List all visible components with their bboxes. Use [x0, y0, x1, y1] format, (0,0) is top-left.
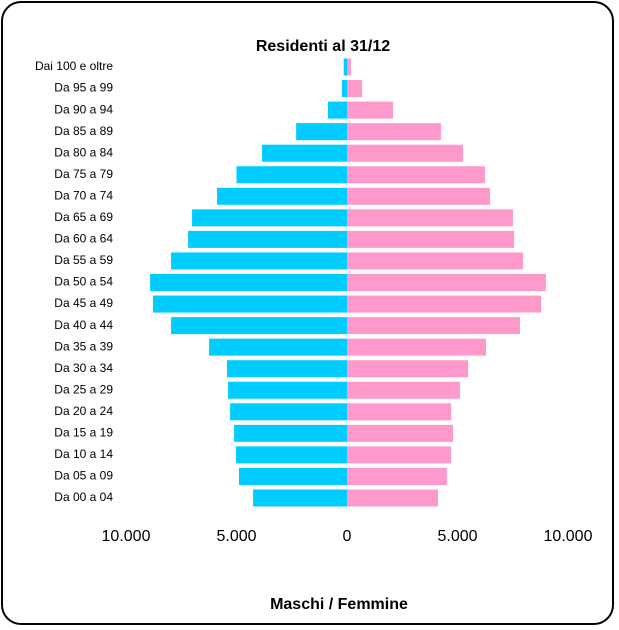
bar — [347, 101, 393, 119]
bar — [209, 338, 347, 356]
chart-title: Residenti al 31/12 — [256, 38, 390, 55]
y-tick-label: Da 45 a 49 — [54, 296, 113, 310]
bar — [347, 446, 452, 464]
y-tick-label: Da 10 a 14 — [54, 447, 113, 461]
y-tick-label: Da 30 a 34 — [54, 361, 113, 375]
bar — [347, 252, 523, 270]
bar — [343, 58, 347, 76]
y-tick-label: Da 55 a 59 — [54, 253, 113, 267]
bar — [152, 295, 347, 313]
y-tick-label: Da 70 a 74 — [54, 188, 113, 202]
bar — [230, 403, 347, 421]
y-tick-label: Da 60 a 64 — [54, 232, 113, 246]
bar — [347, 58, 351, 76]
bar — [253, 489, 347, 507]
bar — [347, 403, 452, 421]
y-tick-label: Da 25 a 29 — [54, 382, 113, 396]
bar — [347, 144, 464, 162]
bar — [188, 230, 347, 248]
bar — [171, 252, 347, 270]
bar — [236, 166, 347, 184]
bar — [226, 360, 347, 378]
x-tick-label: 10.000 — [102, 528, 151, 545]
bar — [347, 230, 515, 248]
y-tick-label: Da 75 a 79 — [54, 167, 113, 181]
bar — [217, 187, 347, 205]
bar — [347, 338, 487, 356]
y-tick-label: Da 95 a 99 — [54, 81, 113, 95]
bar — [347, 489, 439, 507]
y-tick-label: Da 20 a 24 — [54, 404, 113, 418]
x-tick-label: 5.000 — [216, 528, 256, 545]
bar — [347, 317, 521, 335]
bar — [347, 381, 460, 399]
bar — [347, 209, 513, 227]
y-tick-label: Da 50 a 54 — [54, 275, 113, 289]
bar — [261, 144, 347, 162]
bar — [347, 123, 441, 141]
y-tick-label: Da 05 a 09 — [54, 469, 113, 483]
bar — [296, 123, 347, 141]
y-tick-label: Da 35 a 39 — [54, 339, 113, 353]
y-tick-label: Da 40 a 44 — [54, 318, 113, 332]
bar — [347, 295, 542, 313]
x-tick-label: 10.000 — [544, 528, 593, 545]
bar — [347, 187, 490, 205]
bar — [347, 424, 454, 442]
bar — [347, 80, 363, 98]
bar — [347, 166, 485, 184]
y-tick-label: Da 15 a 19 — [54, 426, 113, 440]
bar — [150, 274, 347, 291]
bar — [347, 360, 469, 378]
x-axis-label: Maschi / Femmine — [270, 596, 408, 613]
y-tick-label: Da 65 a 69 — [54, 210, 113, 224]
bar — [228, 381, 347, 399]
x-tick-label: 5.000 — [437, 528, 477, 545]
bar — [238, 467, 347, 485]
y-tick-label: Da 85 a 89 — [54, 124, 113, 138]
bar — [236, 446, 347, 464]
bar — [341, 80, 347, 98]
y-tick-label: Da 80 a 84 — [54, 145, 113, 159]
y-tick-label: Da 90 a 94 — [54, 102, 113, 116]
y-tick-label: Da 00 a 04 — [54, 490, 113, 504]
bar — [347, 274, 546, 291]
y-tick-label: Dai 100 e oltre — [35, 59, 113, 73]
bar — [327, 101, 347, 119]
bar — [171, 317, 347, 335]
bar — [192, 209, 347, 227]
bar — [347, 467, 447, 485]
bar — [234, 424, 347, 442]
x-tick-label: 0 — [343, 528, 352, 545]
